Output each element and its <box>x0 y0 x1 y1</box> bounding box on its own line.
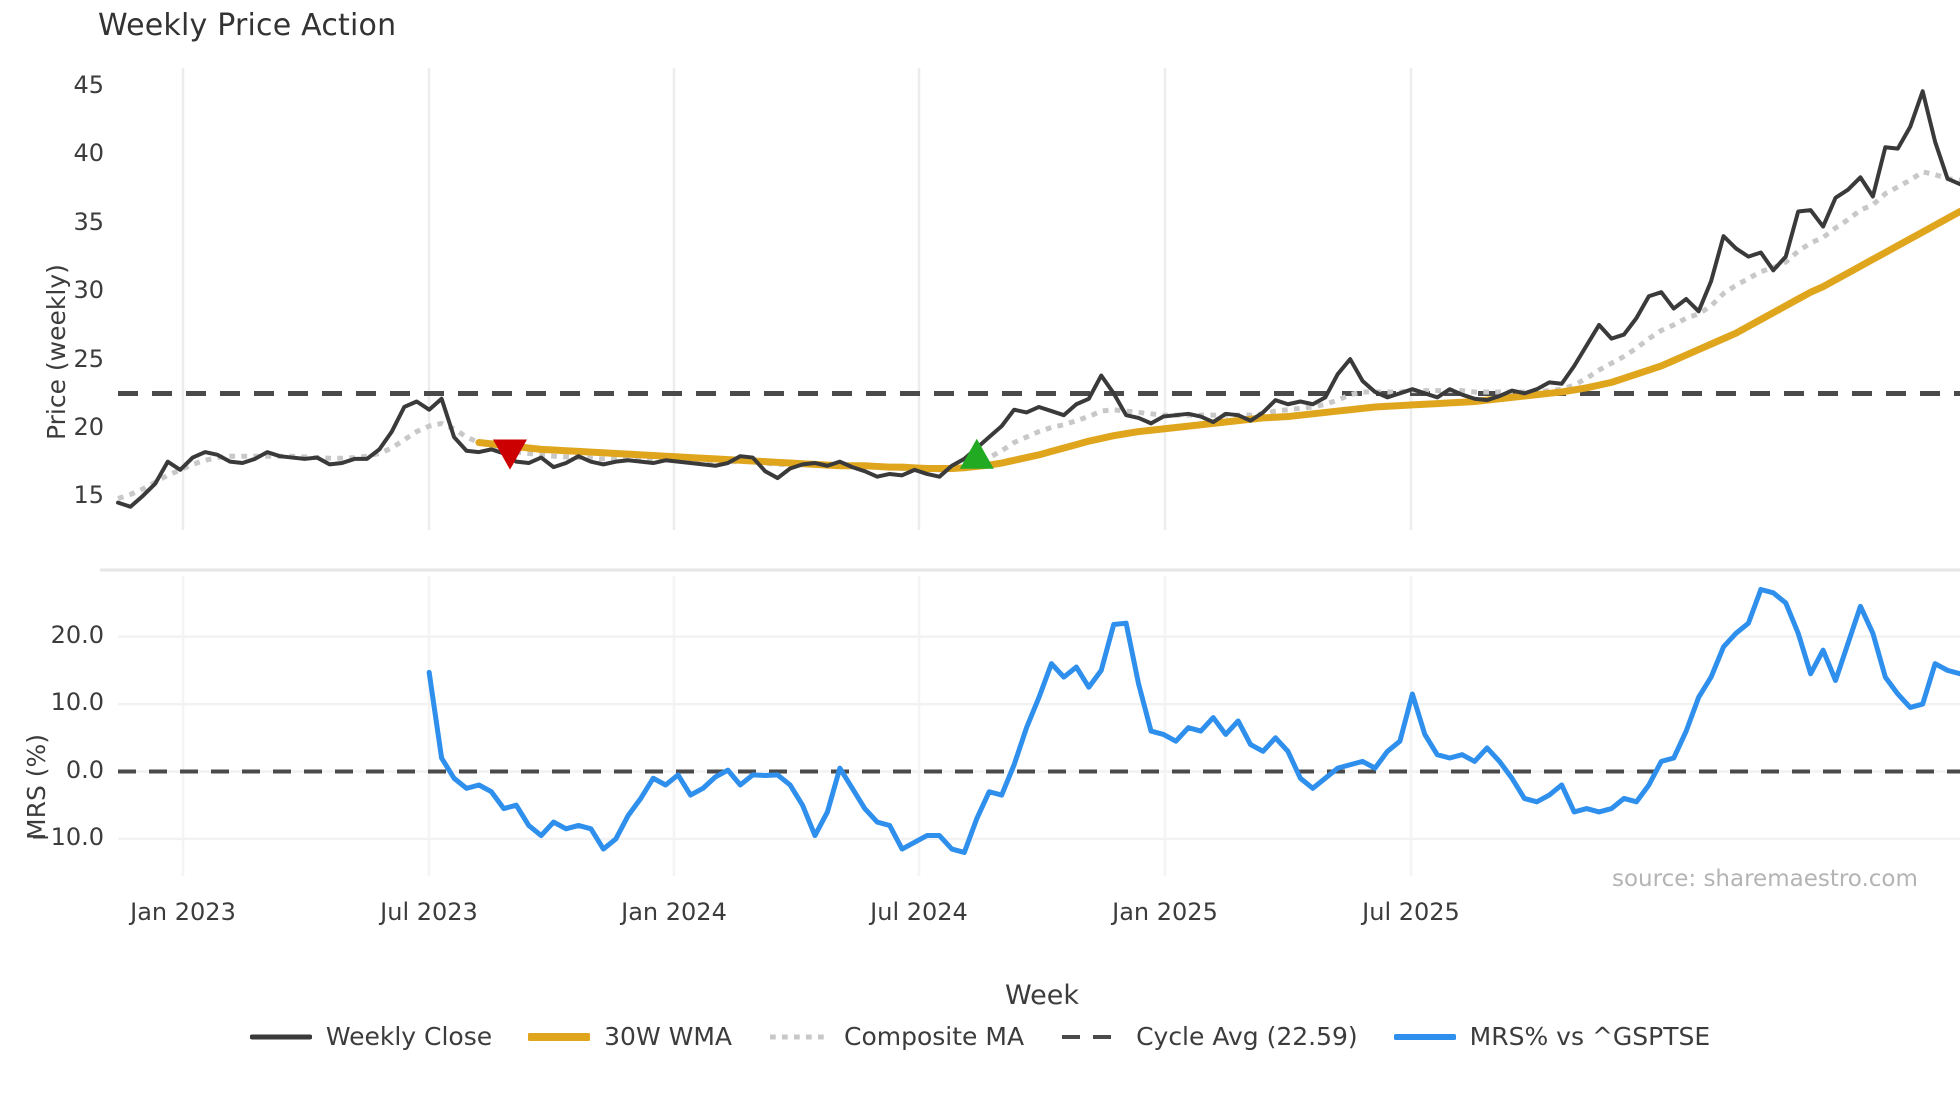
page-title: Weekly Price Action <box>98 8 397 43</box>
legend-label: MRS% vs ^GSPTSE <box>1469 1022 1711 1051</box>
price-y-tick: 40 <box>73 139 104 168</box>
legend-label: 30W WMA <box>604 1022 733 1051</box>
series-weekly-close <box>116 89 1960 509</box>
sell-signal-marker <box>493 439 527 470</box>
price-y-tick: 35 <box>73 207 104 236</box>
plot-area <box>100 68 1960 876</box>
price-y-tick: 15 <box>73 481 104 510</box>
legend-swatch-icon <box>249 1034 312 1039</box>
legend-label: Cycle Avg (22.59) <box>1136 1022 1358 1051</box>
legend-swatch-icon <box>1062 1034 1121 1039</box>
series-composite-ma <box>117 169 1960 501</box>
x-tick: Jul 2025 <box>1362 898 1460 926</box>
legend-swatch-icon <box>770 1034 829 1039</box>
legend-item-cycle-avg-22-59[interactable]: Cycle Avg (22.59) <box>1060 1022 1358 1051</box>
legend-item-30w-wma[interactable]: 30W WMA <box>528 1022 732 1051</box>
x-axis-label: Week <box>1005 980 1079 1011</box>
legend-item-weekly-close[interactable]: Weekly Close <box>249 1022 493 1051</box>
x-tick: Jan 2025 <box>1112 898 1218 926</box>
mrs-y-tick: 10.0 <box>50 688 104 717</box>
signal-markers <box>493 438 994 470</box>
legend-swatch-icon <box>1393 1033 1456 1040</box>
mrs-y-tick: −10.0 <box>30 822 104 851</box>
legend-label: Composite MA <box>844 1022 1025 1051</box>
price-panel-series <box>116 89 1960 509</box>
source-watermark: source: sharemaestro.com <box>1612 866 1918 892</box>
series-30w-wma <box>475 207 1960 472</box>
price-y-tick: 45 <box>73 71 104 100</box>
mrs-panel-series <box>118 586 1960 855</box>
mrs-y-tick: 20.0 <box>50 620 104 649</box>
price-y-tick: 30 <box>73 276 104 305</box>
mrs-y-tick: 0.0 <box>65 755 104 784</box>
legend-swatch-icon <box>528 1032 591 1041</box>
price-y-tick: 20 <box>73 412 104 441</box>
x-tick: Jul 2023 <box>380 898 478 926</box>
x-tick: Jan 2024 <box>621 898 727 926</box>
x-tick: Jul 2024 <box>870 898 968 926</box>
price-y-tick: 25 <box>73 344 104 373</box>
chart-legend: Weekly Close 30W WMA Composite MA Cycle Avg… <box>0 1022 1960 1051</box>
legend-item-composite-ma[interactable]: Composite MA <box>768 1022 1024 1051</box>
grid-lines <box>100 68 1960 876</box>
buy-signal-marker <box>959 438 994 469</box>
x-tick: Jan 2023 <box>130 898 236 926</box>
legend-item-mrs-vs-gsptse[interactable]: MRS% vs ^GSPTSE <box>1393 1022 1711 1051</box>
legend-label: Weekly Close <box>325 1022 493 1051</box>
series-mrs-vs-gsptse <box>426 586 1960 855</box>
